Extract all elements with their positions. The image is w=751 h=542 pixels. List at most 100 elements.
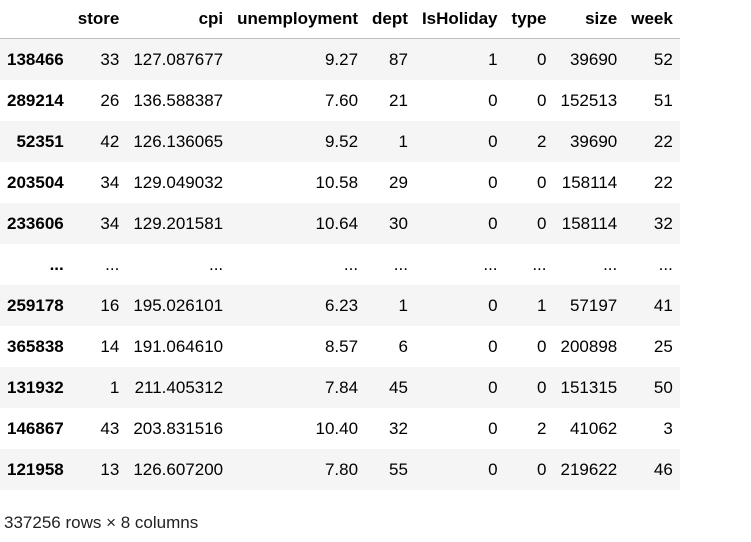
cell-unemployment: 9.52 [230, 121, 365, 162]
row-index: 259178 [0, 285, 71, 326]
cell-dept: 21 [365, 80, 415, 121]
table-row: 259178 16 195.026101 6.23 1 0 1 57197 41 [0, 285, 680, 326]
column-header-unemployment: unemployment [230, 0, 365, 39]
table-row: 138466 33 127.087677 9.27 87 1 0 39690 52 [0, 39, 680, 81]
cell-unemployment: 7.60 [230, 80, 365, 121]
cell-cpi: ... [126, 244, 230, 285]
cell-unemployment: 8.57 [230, 326, 365, 367]
cell-type: ... [505, 244, 554, 285]
cell-cpi: 126.136065 [126, 121, 230, 162]
cell-isholiday: ... [415, 244, 505, 285]
cell-unemployment: 7.80 [230, 449, 365, 490]
cell-size: 219622 [554, 449, 625, 490]
column-header-store: store [71, 0, 127, 39]
cell-type: 2 [505, 121, 554, 162]
cell-size: 39690 [554, 121, 625, 162]
cell-week: ... [624, 244, 680, 285]
cell-store: 1 [71, 367, 127, 408]
cell-store: 33 [71, 39, 127, 81]
cell-isholiday: 0 [415, 408, 505, 449]
cell-isholiday: 0 [415, 367, 505, 408]
cell-cpi: 191.064610 [126, 326, 230, 367]
cell-cpi: 129.049032 [126, 162, 230, 203]
cell-week: 22 [624, 162, 680, 203]
row-index: 289214 [0, 80, 71, 121]
table-row: 289214 26 136.588387 7.60 21 0 0 152513 51 [0, 80, 680, 121]
row-index: 52351 [0, 121, 71, 162]
cell-size: 57197 [554, 285, 625, 326]
cell-dept: 32 [365, 408, 415, 449]
cell-isholiday: 0 [415, 203, 505, 244]
column-header-type: type [505, 0, 554, 39]
cell-unemployment: 10.40 [230, 408, 365, 449]
row-index: 233606 [0, 203, 71, 244]
table-row: 203504 34 129.049032 10.58 29 0 0 158114 22 [0, 162, 680, 203]
cell-type: 1 [505, 285, 554, 326]
cell-type: 0 [505, 449, 554, 490]
cell-size: ... [554, 244, 625, 285]
table-row: 121958 13 126.607200 7.80 55 0 0 219622 46 [0, 449, 680, 490]
table-row: 131932 1 211.405312 7.84 45 0 0 151315 50 [0, 367, 680, 408]
cell-size: 39690 [554, 39, 625, 81]
index-header [0, 0, 71, 39]
cell-isholiday: 0 [415, 285, 505, 326]
cell-type: 0 [505, 80, 554, 121]
cell-cpi: 127.087677 [126, 39, 230, 81]
cell-isholiday: 0 [415, 121, 505, 162]
cell-store: 43 [71, 408, 127, 449]
cell-store: 14 [71, 326, 127, 367]
column-header-week: week [624, 0, 680, 39]
cell-week: 46 [624, 449, 680, 490]
table-body: 138466 33 127.087677 9.27 87 1 0 39690 52 289214 2… [0, 39, 680, 491]
dataframe-table: store cpi unemployment dept IsHoliday ty… [0, 0, 680, 490]
cell-unemployment: 7.84 [230, 367, 365, 408]
table-header: store cpi unemployment dept IsHoliday ty… [0, 0, 680, 39]
row-index: 138466 [0, 39, 71, 81]
cell-size: 158114 [554, 203, 625, 244]
cell-size: 41062 [554, 408, 625, 449]
cell-size: 200898 [554, 326, 625, 367]
cell-unemployment: 10.58 [230, 162, 365, 203]
column-header-dept: dept [365, 0, 415, 39]
cell-store: 34 [71, 203, 127, 244]
cell-dept: 1 [365, 285, 415, 326]
cell-dept: 87 [365, 39, 415, 81]
row-index: 203504 [0, 162, 71, 203]
cell-unemployment: 6.23 [230, 285, 365, 326]
cell-size: 151315 [554, 367, 625, 408]
cell-cpi: 136.588387 [126, 80, 230, 121]
cell-week: 52 [624, 39, 680, 81]
cell-week: 32 [624, 203, 680, 244]
cell-dept: 55 [365, 449, 415, 490]
cell-week: 22 [624, 121, 680, 162]
column-header-cpi: cpi [126, 0, 230, 39]
column-header-isholiday: IsHoliday [415, 0, 505, 39]
cell-week: 51 [624, 80, 680, 121]
cell-store: 34 [71, 162, 127, 203]
cell-size: 158114 [554, 162, 625, 203]
cell-cpi: 129.201581 [126, 203, 230, 244]
cell-type: 0 [505, 162, 554, 203]
row-index: 146867 [0, 408, 71, 449]
cell-isholiday: 0 [415, 449, 505, 490]
cell-store: 13 [71, 449, 127, 490]
cell-size: 152513 [554, 80, 625, 121]
cell-week: 50 [624, 367, 680, 408]
cell-dept: 6 [365, 326, 415, 367]
cell-type: 2 [505, 408, 554, 449]
cell-week: 25 [624, 326, 680, 367]
dataframe-shape-label: 337256 rows × 8 columns [4, 513, 198, 533]
cell-dept: 45 [365, 367, 415, 408]
cell-week: 3 [624, 408, 680, 449]
header-row: store cpi unemployment dept IsHoliday ty… [0, 0, 680, 39]
table-row: 146867 43 203.831516 10.40 32 0 2 41062 3 [0, 408, 680, 449]
cell-isholiday: 0 [415, 80, 505, 121]
cell-type: 0 [505, 367, 554, 408]
table-row: 365838 14 191.064610 8.57 6 0 0 200898 25 [0, 326, 680, 367]
cell-unemployment: 10.64 [230, 203, 365, 244]
cell-store: 42 [71, 121, 127, 162]
row-index: 121958 [0, 449, 71, 490]
cell-dept: 30 [365, 203, 415, 244]
cell-unemployment: 9.27 [230, 39, 365, 81]
